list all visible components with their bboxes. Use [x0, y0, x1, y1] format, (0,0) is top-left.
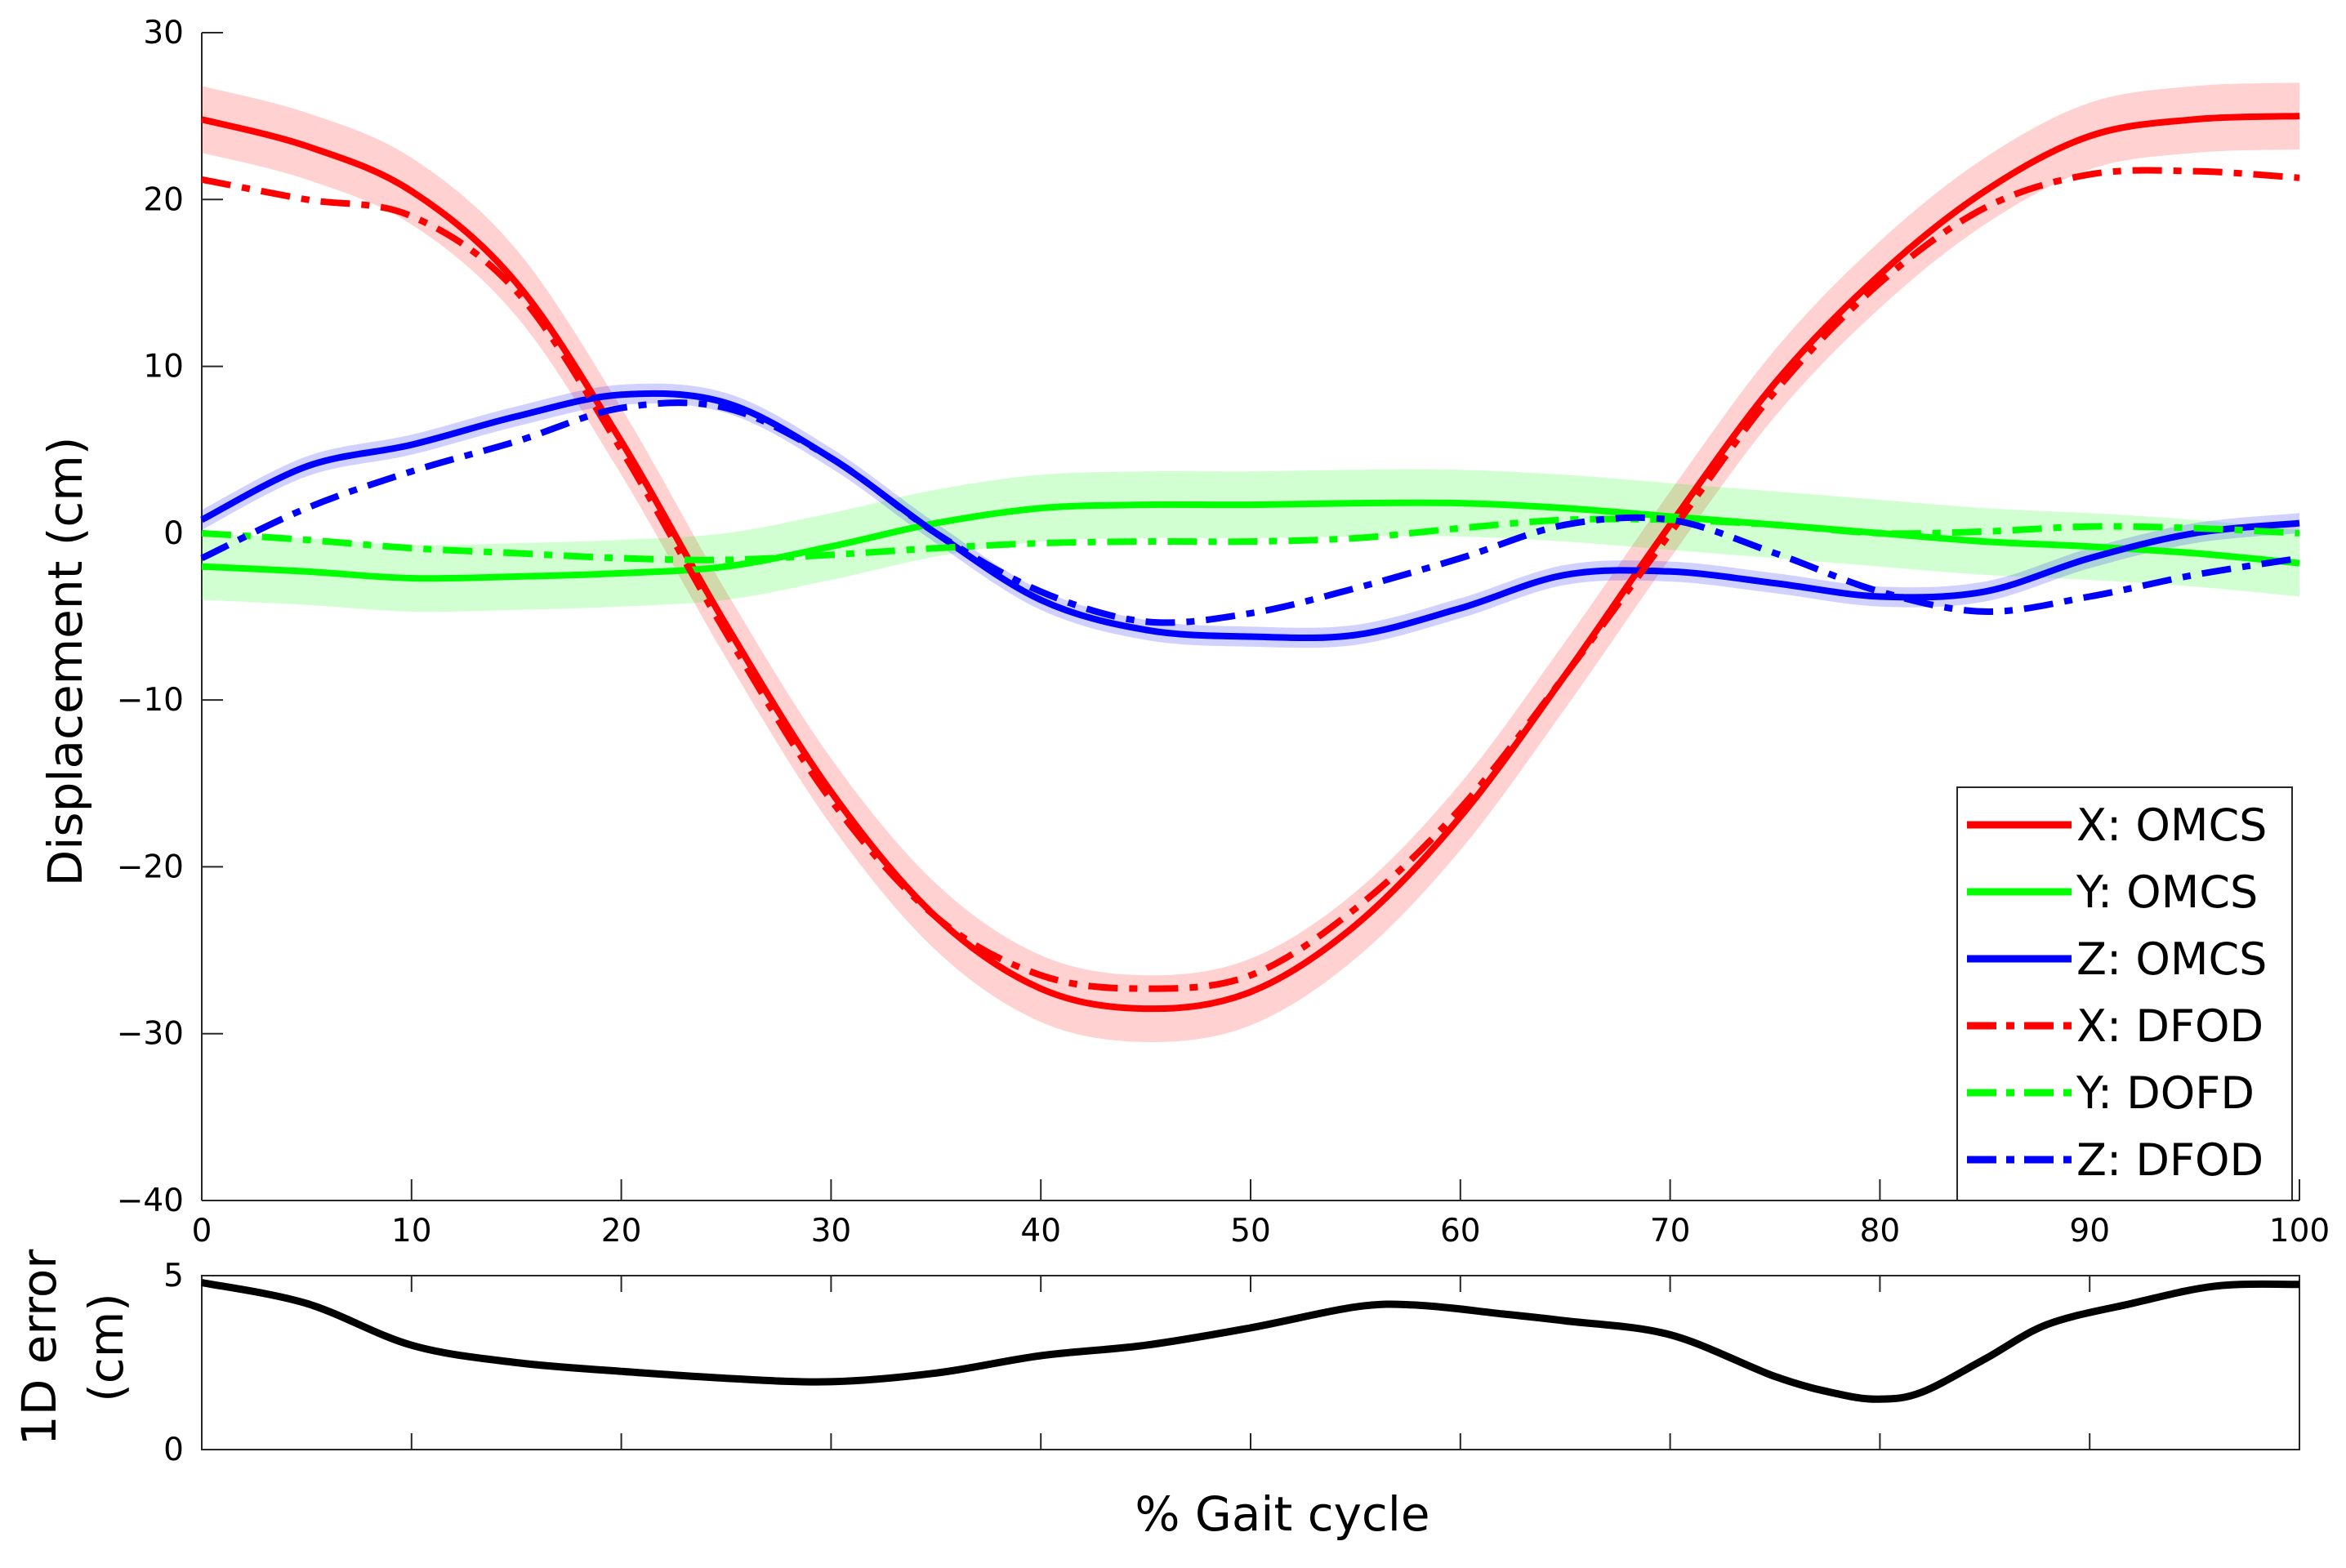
x-tick-label: 10: [391, 1213, 432, 1250]
y-tick-label: 10: [143, 349, 184, 385]
error-plot: 05: [163, 1258, 2300, 1468]
legend-label: X: DFOD: [2076, 1000, 2263, 1052]
legend-label: Y: DOFD: [2076, 1067, 2255, 1119]
band-y-omcs: [202, 469, 2299, 612]
error-y-tick-label: 0: [163, 1432, 184, 1468]
band-x-omcs: [202, 82, 2299, 1042]
legend-label: Y: OMCS: [2076, 866, 2258, 918]
x-tick-label: 80: [1860, 1213, 1901, 1250]
legend-box: [1956, 786, 2293, 1201]
x-tick-label: 50: [1230, 1213, 1271, 1250]
y-tick-label: −30: [117, 1016, 184, 1053]
y-tick-label: −40: [117, 1183, 184, 1219]
legend: X: OMCS Y: OMCS Z: OMCS X: DFOD Y: DOFD Z: DF…: [1956, 786, 2293, 1201]
series-line-y-dofd: [201, 515, 2300, 564]
series-line-x-dfod: [201, 167, 2300, 992]
y-tick-label: 0: [163, 515, 184, 552]
series-line-x-omcs: [201, 113, 2300, 1013]
x-tick-label: 100: [2269, 1213, 2330, 1250]
x-axis-label: % Gait cycle: [1135, 1486, 1429, 1542]
x-tick-label: 30: [811, 1213, 852, 1250]
error-line: [201, 1279, 2300, 1403]
y-tick-label: −10: [117, 682, 184, 719]
x-tick-label: 20: [601, 1213, 642, 1250]
x-tick-label: 90: [2069, 1213, 2110, 1250]
x-tick-label: 70: [1650, 1213, 1691, 1250]
series-line-z-dfod: [200, 399, 2300, 626]
y-tick-label: −20: [117, 849, 184, 885]
legend-label: X: OMCS: [2076, 800, 2267, 851]
y-axis-label-error-line2: (cm): [78, 1293, 134, 1402]
legend-label: Z: OMCS: [2076, 933, 2267, 985]
error-y-tick-label: 5: [163, 1258, 184, 1294]
series-line-y-omcs: [201, 499, 2300, 582]
series-line-z-omcs: [200, 390, 2300, 642]
y-axis-label-error-line1: 1D error: [11, 1250, 67, 1446]
x-tick-label: 60: [1440, 1213, 1481, 1250]
y-tick-label: 20: [143, 181, 184, 218]
legend-label: Z: DFOD: [2076, 1134, 2263, 1186]
x-tick-label: 40: [1020, 1213, 1061, 1250]
x-tick-label: 0: [192, 1213, 212, 1250]
y-axis-label-displacement: Displacement (cm): [38, 437, 93, 887]
y-tick-label: 30: [143, 15, 184, 51]
